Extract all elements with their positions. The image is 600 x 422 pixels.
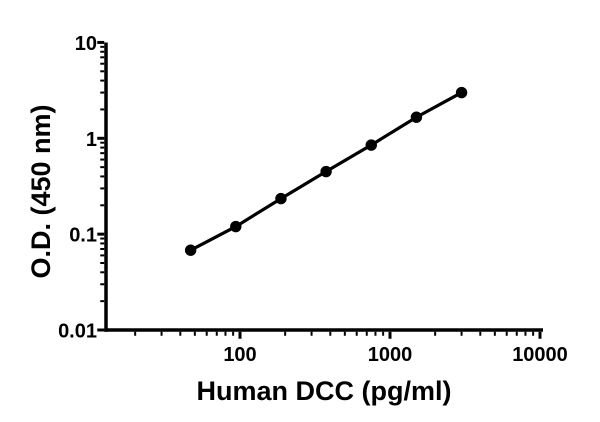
- x-ticks: [134, 331, 542, 339]
- x-axis-title: Human DCC (pg/ml): [197, 376, 452, 406]
- y-tick-label: 10: [75, 33, 97, 55]
- y-axis-title: O.D. (450 nm): [26, 104, 56, 278]
- y-ticks: [97, 40, 105, 332]
- data-point-marker: [365, 139, 377, 151]
- x-tick-label: 10000: [512, 344, 568, 366]
- y-tick-label: 0.1: [69, 225, 97, 247]
- data-point-marker: [410, 111, 423, 123]
- x-tick-labels: 100 1000 10000: [223, 344, 568, 366]
- data-point-marker: [455, 86, 468, 99]
- data-point-marker: [275, 192, 287, 205]
- x-tick-label: 1000: [368, 344, 413, 366]
- plot-area: 10 1 0.1 0.01 100 1000 10000: [58, 33, 568, 366]
- y-tick-label: 0.01: [58, 321, 97, 343]
- y-tick-labels: 10 1 0.1 0.01: [58, 33, 97, 343]
- data-point-marker: [184, 244, 197, 256]
- data-point-marker: [230, 220, 242, 233]
- series-group: [184, 86, 468, 256]
- data-point-marker: [320, 165, 332, 178]
- y-tick-label: 1: [86, 129, 97, 151]
- x-tick-label: 100: [223, 344, 256, 366]
